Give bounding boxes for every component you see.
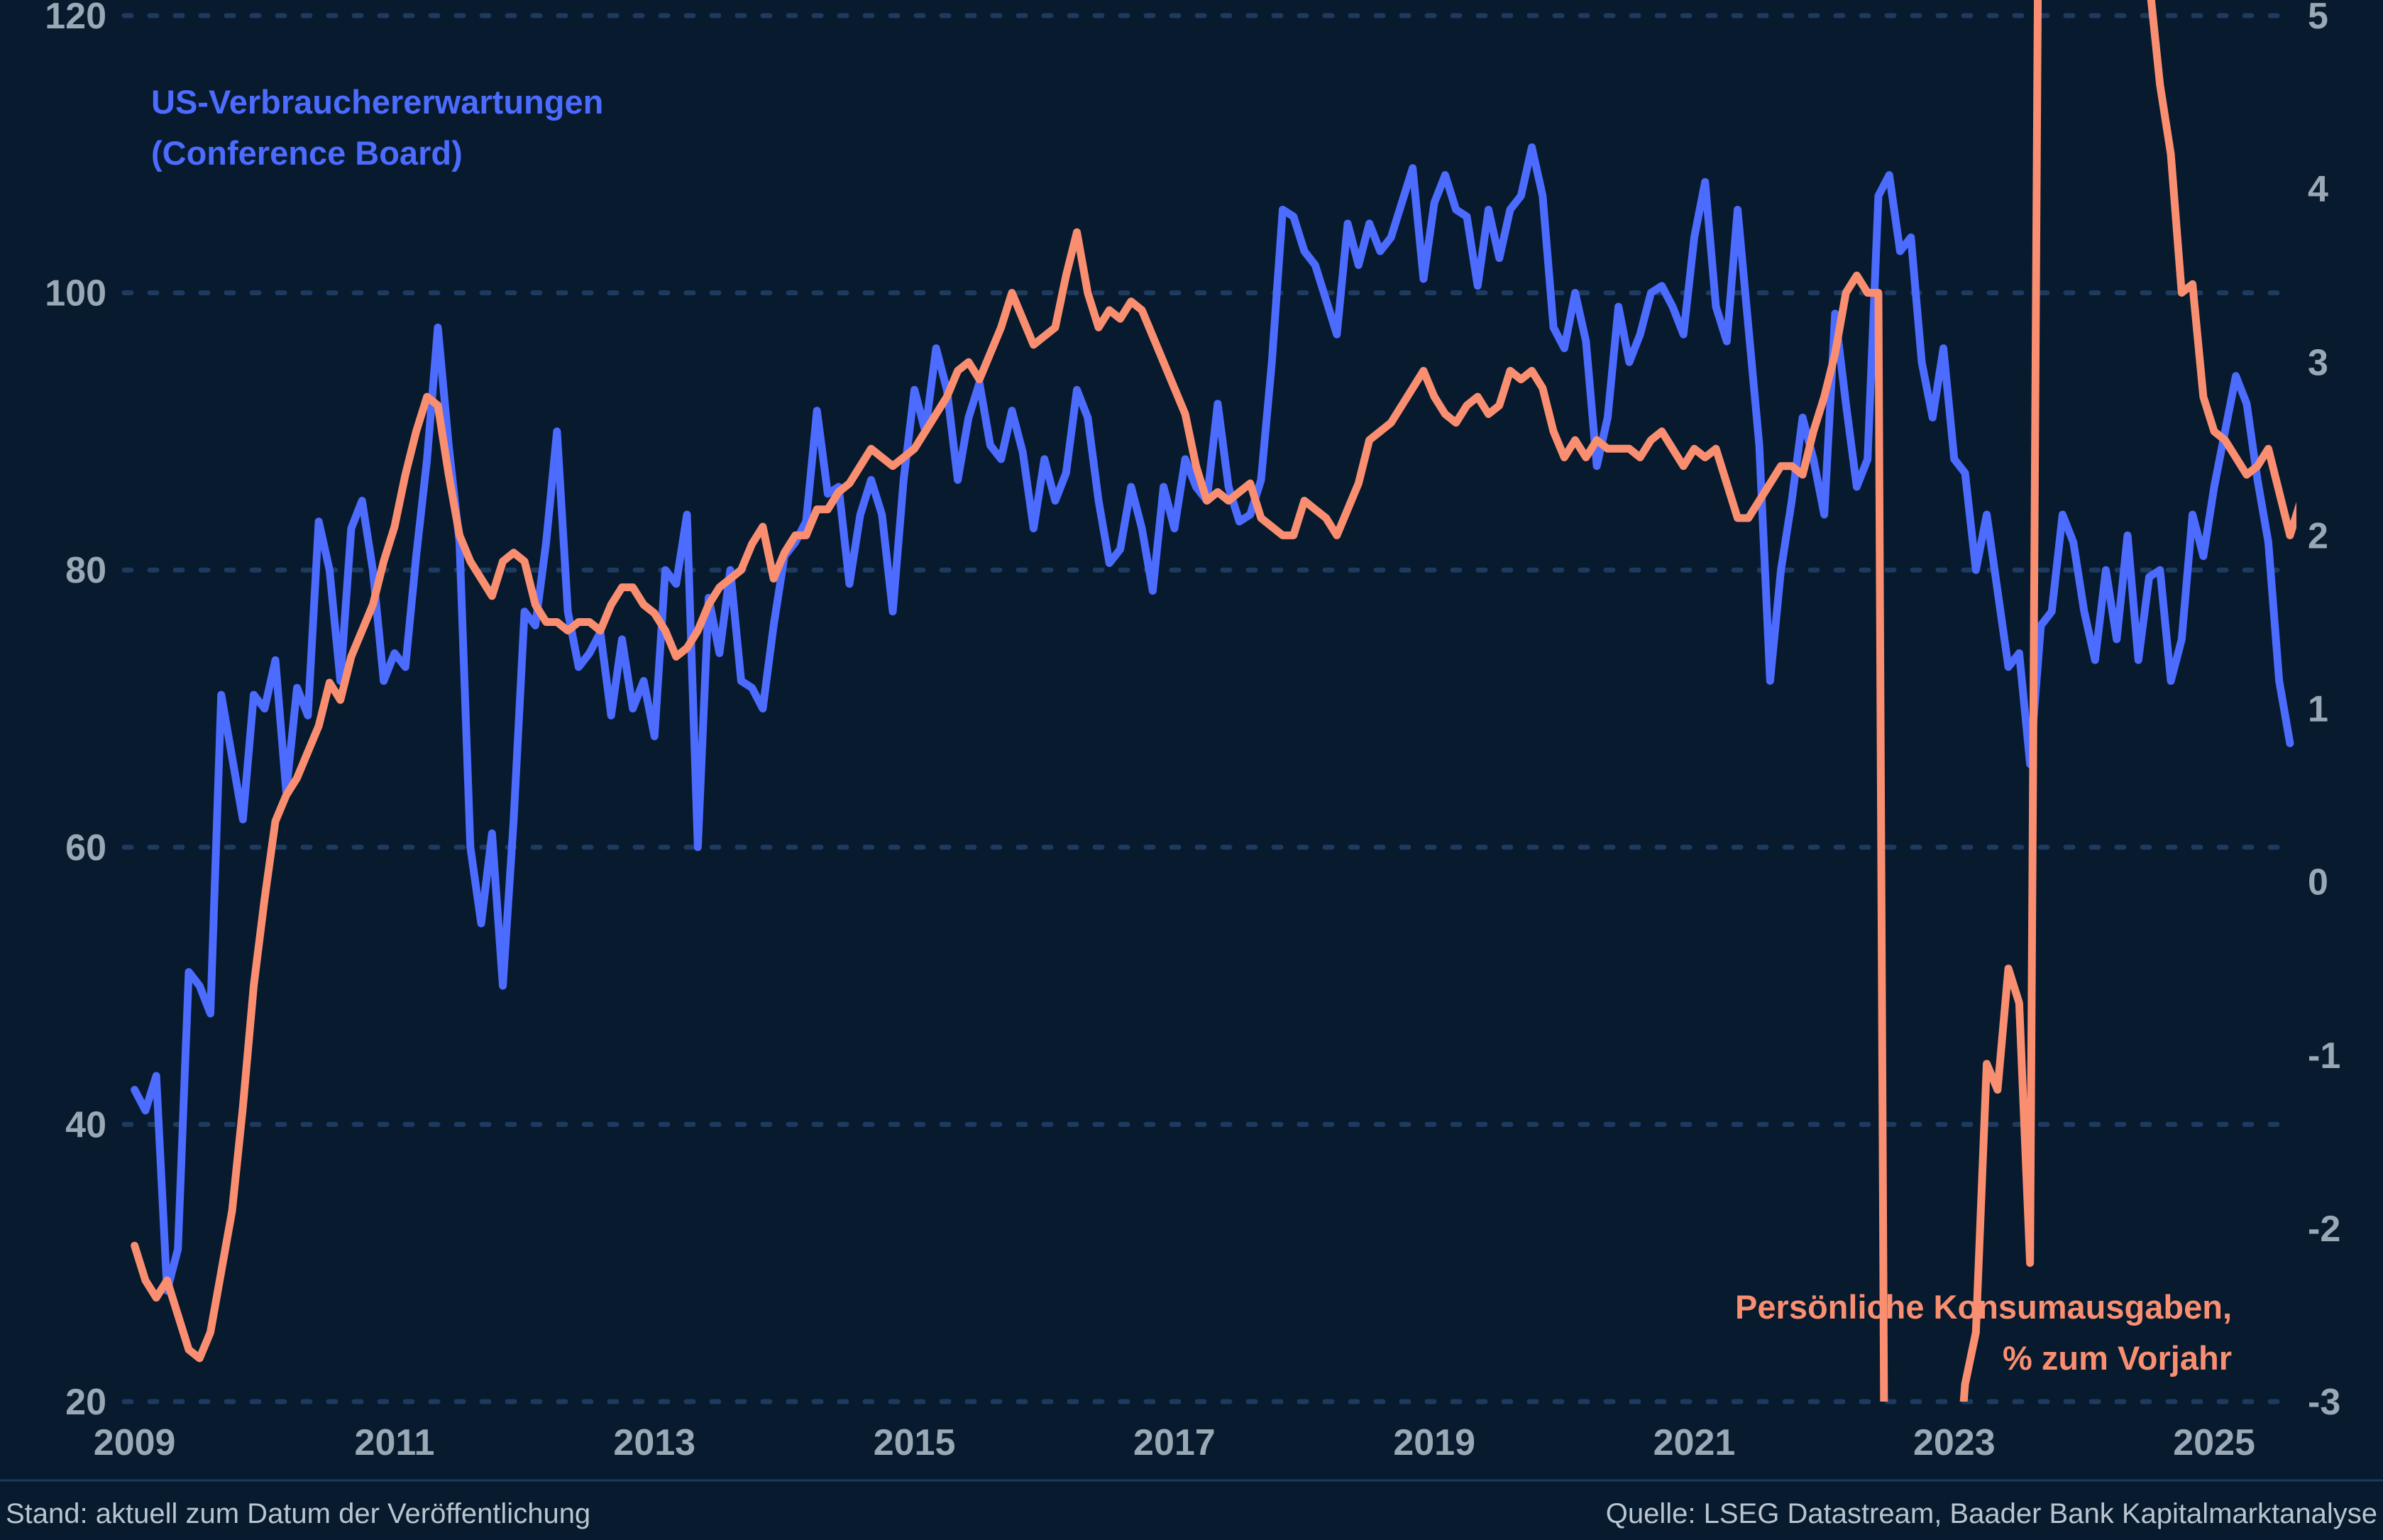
right-axis-tick: 4	[2308, 169, 2328, 210]
x-axis-tick: 2013	[613, 1422, 695, 1463]
x-axis-tick: 2019	[1393, 1422, 1475, 1463]
left-axis-tick: 120	[45, 0, 106, 37]
series-line-consumer-spending	[131, 0, 2296, 1402]
series-lines	[131, 0, 2296, 1402]
left-axis-tick: 100	[45, 273, 106, 314]
series-line-consumer-expectations	[131, 143, 2294, 1295]
x-axis-tick: 2025	[2173, 1422, 2255, 1463]
right-axis-tick: 5	[2308, 0, 2328, 37]
right-axis-tick: -2	[2308, 1209, 2340, 1250]
left-axis-tick: 40	[65, 1104, 106, 1145]
right-axis-tick: -3	[2308, 1382, 2340, 1423]
x-axis-tick: 2017	[1133, 1422, 1216, 1463]
left-axis-tick: 20	[65, 1382, 106, 1423]
footer-right-text: Quelle: LSEG Datastream, Baader Bank Kap…	[1606, 1498, 2377, 1529]
x-axis-tick-labels: 2009 2011 2013 2015 2017 2019 2021 2023 2025	[94, 1422, 2255, 1463]
gridlines	[121, 13, 2295, 1404]
orange-series-label-line2: % zum Vorjahr	[2003, 1339, 2232, 1377]
x-axis-tick: 2015	[874, 1422, 956, 1463]
x-axis-tick: 2011	[355, 1422, 435, 1463]
right-axis-tick: 3	[2308, 342, 2328, 383]
left-axis-tick: 80	[65, 550, 106, 591]
x-axis-tick: 2021	[1653, 1422, 1736, 1463]
blue-series-label-line1: US-Verbrauchererwartungen	[151, 83, 603, 121]
footer-left-text: Stand: aktuell zum Datum der Veröffentli…	[6, 1498, 590, 1529]
x-axis-tick: 2023	[1913, 1422, 1996, 1463]
x-axis-tick: 2009	[94, 1422, 176, 1463]
right-axis-tick: 2	[2308, 515, 2328, 556]
left-axis-tick: 60	[65, 827, 106, 869]
right-axis-tick-labels: 5 4 3 2 1 0 -1 -2 -3	[2308, 0, 2340, 1423]
right-axis-tick: 0	[2308, 862, 2328, 903]
orange-series-label-line1: Persönliche Konsumausgaben,	[1735, 1288, 2232, 1326]
right-axis-tick: -1	[2308, 1035, 2340, 1077]
blue-series-label-line2: (Conference Board)	[151, 134, 463, 172]
left-axis-tick-labels: 120 100 80 60 40 20	[45, 0, 106, 1423]
right-axis-tick: 1	[2308, 689, 2328, 730]
